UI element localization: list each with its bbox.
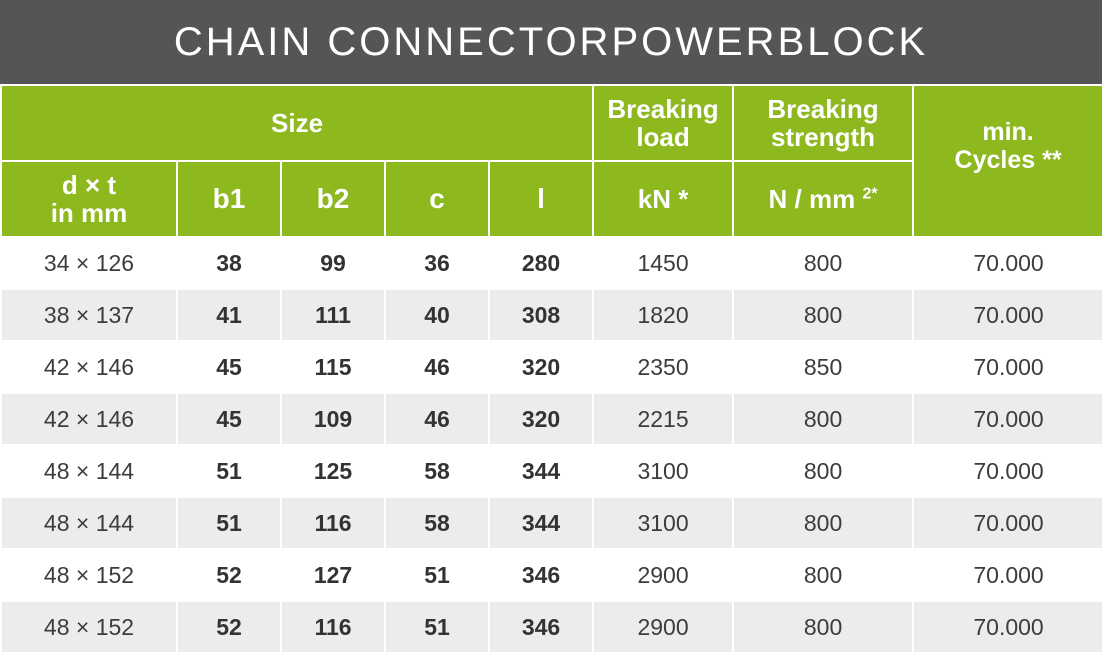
cell-min-cycles: 70.000 [912,548,1102,601]
specification-table: Size Breaking load Breaking strength min… [0,84,1102,652]
cell-breaking-strength: 850 [732,340,914,393]
cell-breaking-load: 2900 [592,600,734,652]
cell-breaking-load: 2350 [592,340,734,393]
header-b1: b1 [176,160,282,238]
cell-breaking-strength: 800 [732,288,914,341]
cell-b1: 41 [176,288,281,341]
cell-dxt: 48 × 144 [0,444,177,497]
cell-breaking-strength: 800 [732,496,914,549]
header-kn: kN * [592,160,735,238]
cell-l: 346 [487,548,594,601]
header-breaking-load-line2: load [636,122,690,152]
cell-l: 344 [487,444,594,497]
cell-breaking-load: 3100 [592,444,734,497]
header-dxt-line2: in mm [50,198,128,228]
header-l: l [487,160,595,238]
header-min-cycles-line1: min. [982,118,1034,146]
table-row: 48 × 152 52 127 51 346 2900 800 70.000 [0,548,1102,601]
cell-breaking-load: 3100 [592,496,734,549]
cell-c: 46 [384,392,489,445]
cell-min-cycles: 70.000 [912,288,1102,341]
cell-b1: 52 [176,600,281,652]
page-title: CHAIN CONNECTOR POWERBLOCK [0,0,1102,84]
cell-b2: 116 [280,600,385,652]
cell-min-cycles: 70.000 [912,444,1102,497]
cell-min-cycles: 70.000 [912,392,1102,445]
cell-breaking-strength: 800 [732,600,914,652]
header-dxt: d × t in mm [0,160,178,238]
cell-c: 51 [384,548,489,601]
cell-b1: 38 [176,236,281,289]
header-breaking-load: Breaking load [592,84,735,162]
table-row: 48 × 144 51 116 58 344 3100 800 70.000 [0,496,1102,549]
header-min-cycles-line2: Cycles ** [954,146,1062,174]
cell-breaking-load: 2900 [592,548,734,601]
cell-l: 280 [487,236,594,289]
table-row: 48 × 152 52 116 51 346 2900 800 70.000 [0,600,1102,652]
table-row: 42 × 146 45 109 46 320 2215 800 70.000 [0,392,1102,445]
cell-breaking-load: 1450 [592,236,734,289]
cell-dxt: 34 × 126 [0,236,177,289]
cell-b1: 51 [176,444,281,497]
header-nmm-unit: N / mm [768,184,856,214]
header-nmm-sup: 2* [862,185,878,203]
cell-b1: 45 [176,392,281,445]
cell-b2: 115 [280,340,385,393]
cell-b2: 111 [280,288,385,341]
title-part-1: CHAIN CONNECTOR [173,19,612,64]
table-row: 42 × 146 45 115 46 320 2350 850 70.000 [0,340,1102,393]
cell-b2: 127 [280,548,385,601]
header-breaking-load-line1: Breaking [607,94,719,124]
cell-c: 51 [384,600,489,652]
cell-min-cycles: 70.000 [912,600,1102,652]
cell-dxt: 38 × 137 [0,288,177,341]
cell-b1: 51 [176,496,281,549]
header-size: Size [0,84,595,162]
cell-l: 308 [487,288,594,341]
cell-c: 46 [384,340,489,393]
cell-breaking-strength: 800 [732,392,914,445]
cell-dxt: 48 × 152 [0,548,177,601]
cell-l: 320 [487,340,594,393]
cell-breaking-strength: 800 [732,444,914,497]
table-row: 48 × 144 51 125 58 344 3100 800 70.000 [0,444,1102,497]
table-row: 34 × 126 38 99 36 280 1450 800 70.000 [0,236,1102,289]
cell-l: 346 [487,600,594,652]
header-breaking-strength-line2: strength [771,122,876,152]
title-part-2: POWERBLOCK [611,19,929,64]
cell-breaking-load: 1820 [592,288,734,341]
header-b2: b2 [280,160,386,238]
header-nmm: N / mm 2* [732,160,915,238]
cell-dxt: 42 × 146 [0,340,177,393]
cell-l: 344 [487,496,594,549]
cell-breaking-strength: 800 [732,548,914,601]
cell-b1: 45 [176,340,281,393]
cell-l: 320 [487,392,594,445]
table-row: 38 × 137 41 111 40 308 1820 800 70.000 [0,288,1102,341]
cell-b2: 109 [280,392,385,445]
cell-c: 36 [384,236,489,289]
header-dxt-line1: d × t [61,170,117,200]
cell-breaking-strength: 800 [732,236,914,289]
cell-min-cycles: 70.000 [912,236,1102,289]
cell-b2: 125 [280,444,385,497]
cell-c: 58 [384,444,489,497]
header-breaking-strength-line1: Breaking [767,94,879,124]
cell-breaking-load: 2215 [592,392,734,445]
header-breaking-strength: Breaking strength [732,84,915,162]
header-min-cycles: min. Cycles ** [912,84,1102,238]
cell-dxt: 48 × 152 [0,600,177,652]
cell-b2: 116 [280,496,385,549]
cell-b1: 52 [176,548,281,601]
header-c: c [384,160,490,238]
cell-dxt: 48 × 144 [0,496,177,549]
cell-c: 58 [384,496,489,549]
cell-dxt: 42 × 146 [0,392,177,445]
cell-b2: 99 [280,236,385,289]
cell-c: 40 [384,288,489,341]
cell-min-cycles: 70.000 [912,340,1102,393]
cell-min-cycles: 70.000 [912,496,1102,549]
